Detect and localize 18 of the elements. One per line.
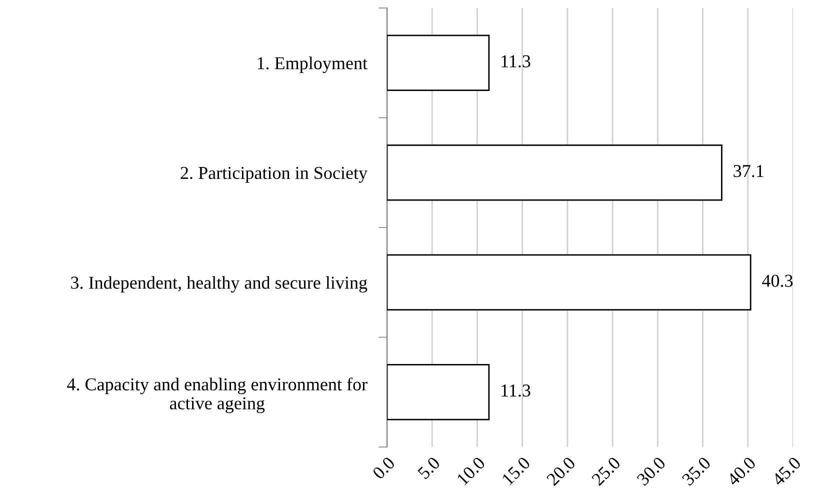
x-tick-label: 25.0 (591, 456, 622, 486)
x-tick-label: 5.0 (417, 456, 441, 480)
y-tick-label: 4. Capacity and enabling environment for active ageing (67, 378, 368, 414)
data-label: 37.1 (734, 165, 764, 178)
x-tick-label: 30.0 (636, 456, 666, 486)
x-tick-label: 10.0 (456, 456, 486, 486)
data-label: 40.3 (762, 274, 793, 287)
x-tick-label: 45.0 (771, 456, 802, 486)
y-tick-label: 1. Employment (258, 56, 368, 74)
y-tick-label: 3. Independent, healthy and secure living (71, 276, 368, 293)
x-tick-label: 20.0 (546, 456, 576, 486)
x-tick-label: 40.0 (726, 456, 756, 486)
x-tick-label: 0.0 (372, 456, 396, 480)
data-label: 11.3 (502, 384, 530, 397)
x-tick-label: 35.0 (681, 456, 712, 486)
x-tick-label: 15.0 (501, 456, 531, 486)
data-label: 11.3 (502, 55, 530, 68)
y-tick-label: 2. Participation in Society (180, 166, 368, 183)
